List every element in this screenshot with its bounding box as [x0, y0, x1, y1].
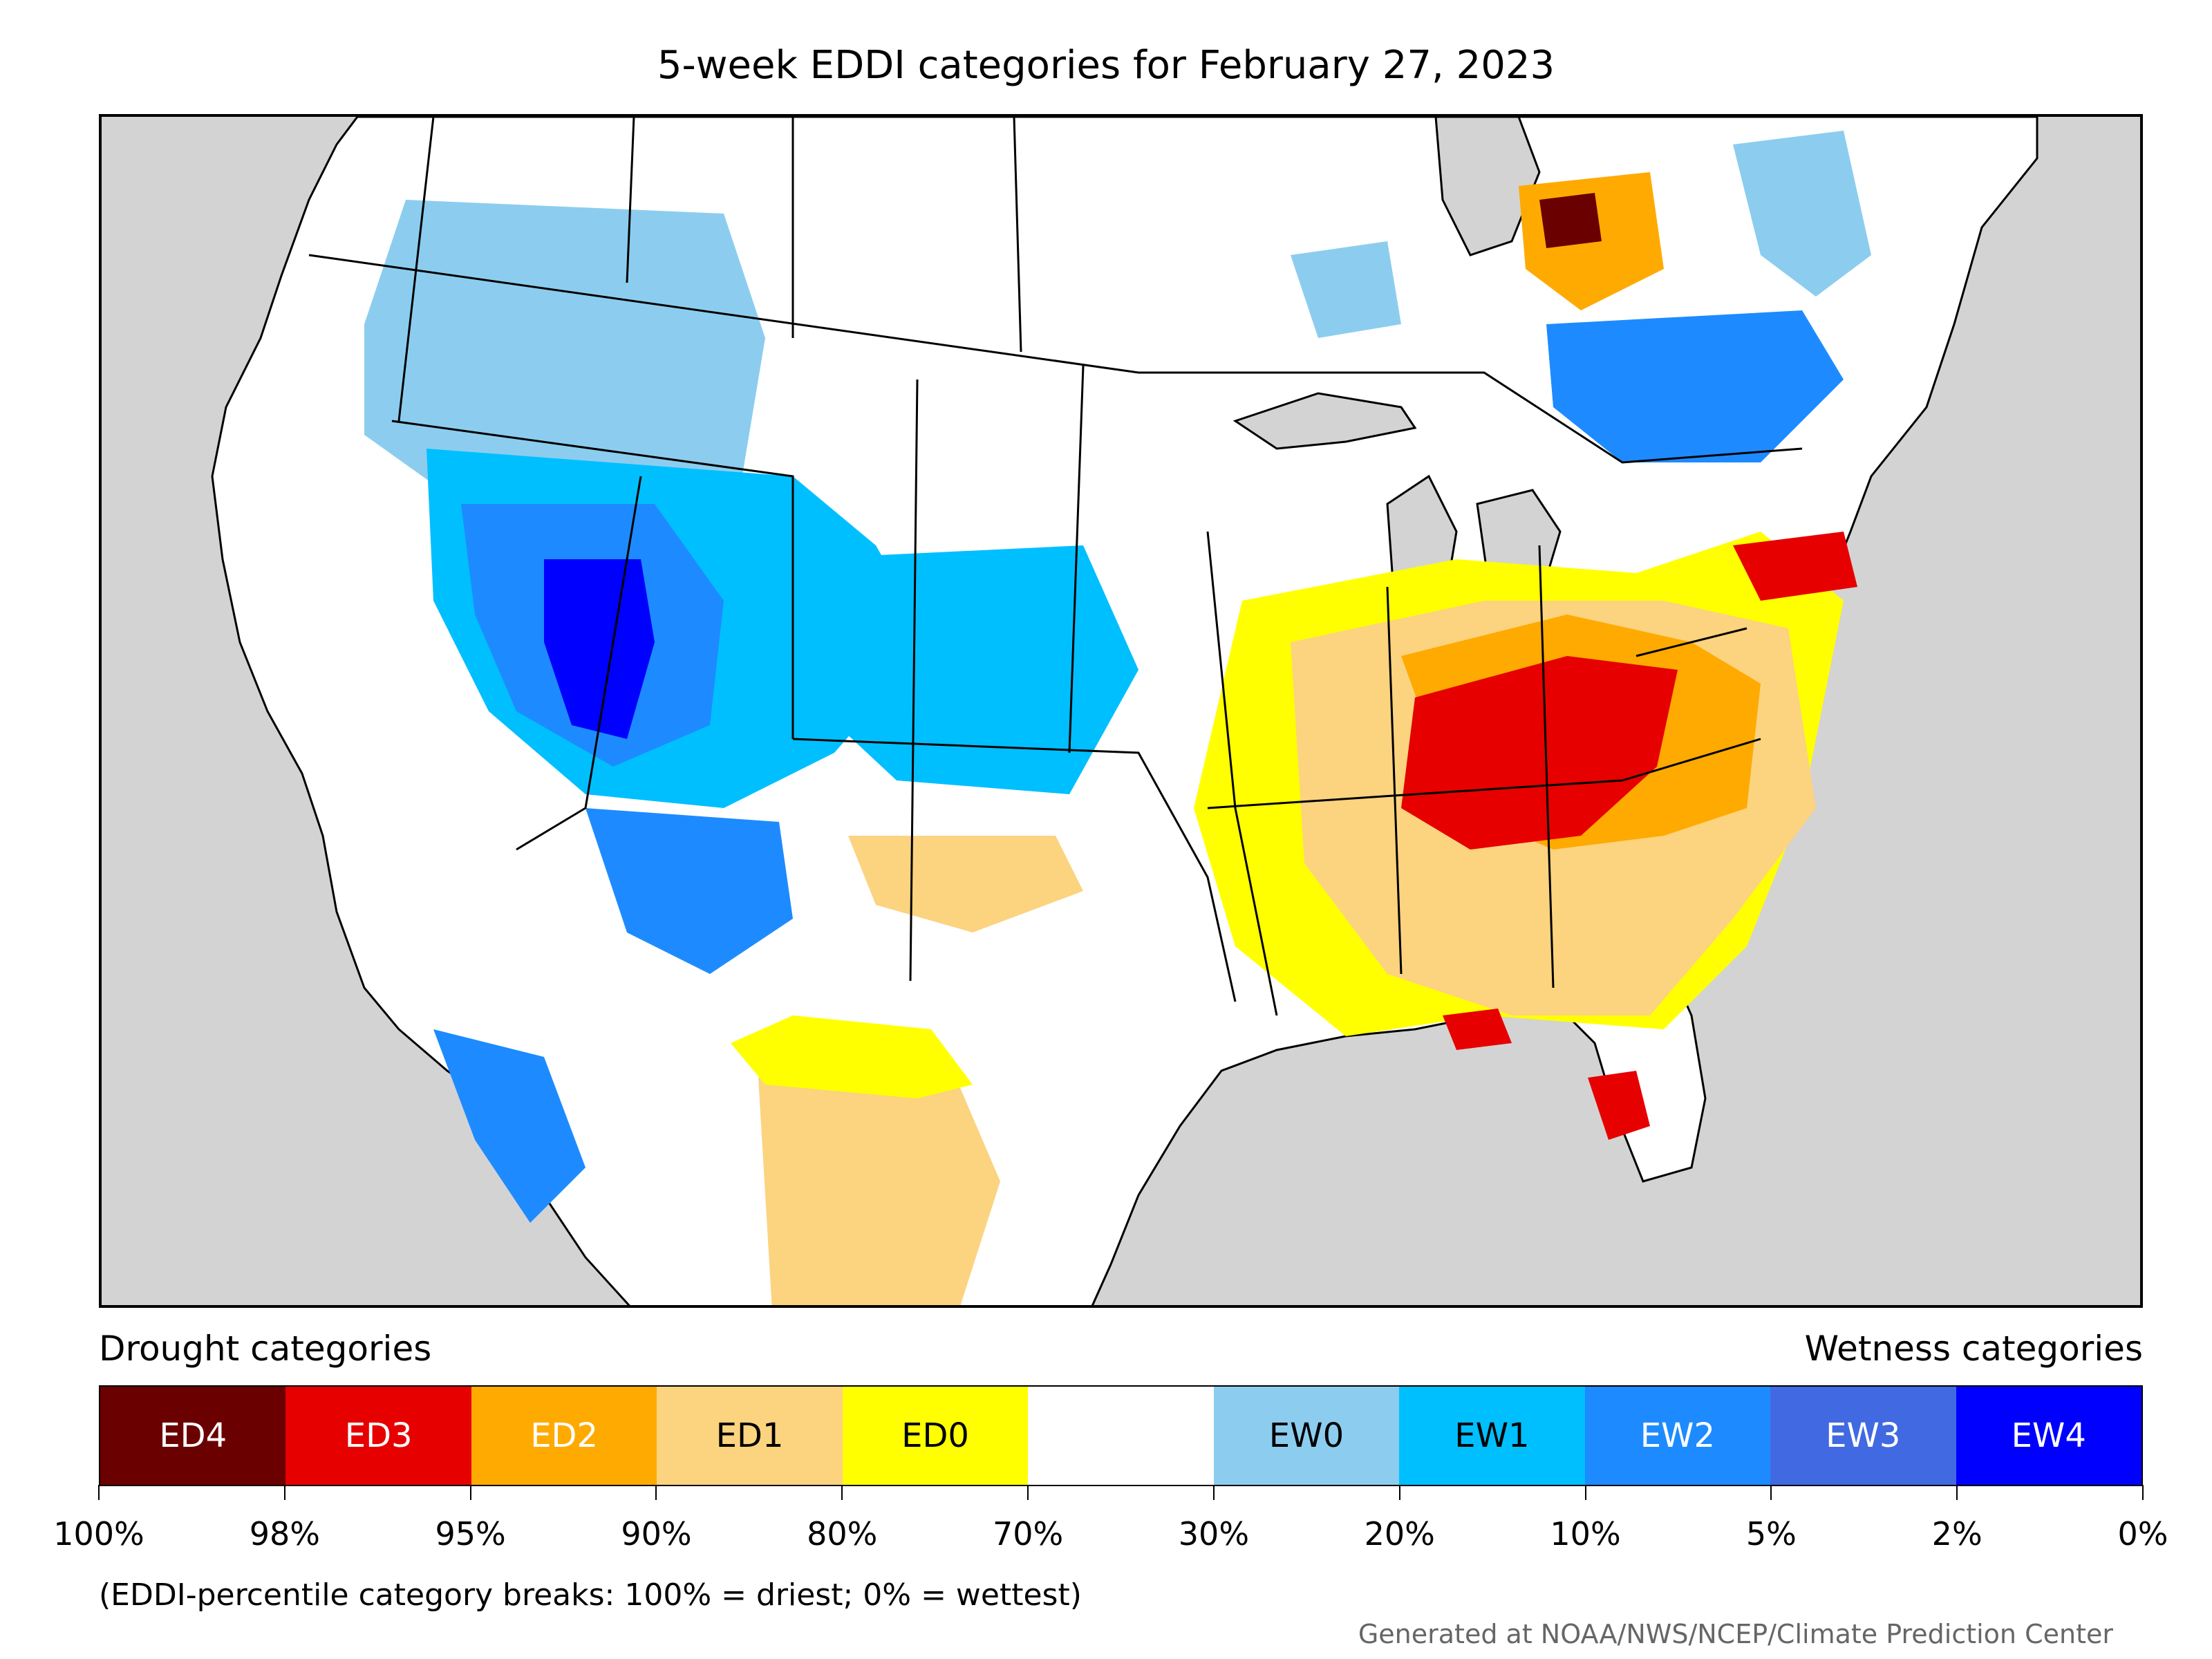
colorbar-tick [98, 1485, 100, 1500]
map-panel [99, 114, 2143, 1308]
colorbar-cell-ew2: EW2 [1584, 1387, 1771, 1485]
drought-ed3-alabama [1443, 1009, 1512, 1050]
colorbar-tick [1770, 1485, 1772, 1500]
colorbar-cell-ed4: ED4 [100, 1387, 286, 1485]
map-title: 5-week EDDI categories for February 27, … [657, 43, 1555, 88]
colorbar-tick [2142, 1485, 2144, 1500]
colorbar-cell-neutral [1028, 1387, 1214, 1485]
political-borders [308, 117, 1803, 1016]
colorbar-tick-label: 98% [249, 1515, 320, 1553]
colorbar-tick-label: 70% [992, 1515, 1064, 1553]
colorbar-tick-label: 2% [1931, 1515, 1983, 1553]
colorbar-tick [1398, 1485, 1400, 1500]
drought-ed0-texas [731, 1015, 973, 1098]
eddi-map [102, 117, 2140, 1305]
colorbar-tick [283, 1485, 285, 1500]
wet-region-ew4 [544, 559, 655, 739]
colorbar-cell-ed0: ED0 [842, 1387, 1029, 1485]
percentile-footnote: (EDDI-percentile category breaks: 100% =… [99, 1577, 1082, 1613]
colorbar-tick-label: 30% [1178, 1515, 1250, 1553]
colorbar-tick [1956, 1485, 1958, 1500]
colorbar-cell-ed1: ED1 [657, 1387, 843, 1485]
wetness-categories-heading: Wetness categories [1804, 1329, 2143, 1369]
wet-region-plains [793, 545, 1138, 794]
colorbar-tick-label: 100% [53, 1515, 144, 1553]
colorbar-cell-ed2: ED2 [471, 1387, 657, 1485]
colorbar-tick-label: 95% [435, 1515, 506, 1553]
colorbar-cell-ew3: EW3 [1770, 1387, 1956, 1485]
colorbar-tick [469, 1485, 471, 1500]
colorbar-tick [1027, 1485, 1029, 1500]
wet-region-southwest [585, 808, 793, 974]
drought-ed3-florida [1588, 1071, 1650, 1140]
colorbar-cell-ew0: EW0 [1213, 1387, 1400, 1485]
drought-ed4-quebec [1539, 193, 1602, 248]
colorbar-tick [655, 1485, 657, 1500]
colorbar-cell-ew1: EW1 [1399, 1387, 1585, 1485]
colorbar-tick [841, 1485, 843, 1500]
wet-region-labrador [1733, 131, 1871, 297]
colorbar-tick [1584, 1485, 1586, 1500]
colorbar-cell-ew4: EW4 [1956, 1387, 2141, 1485]
drought-ed3-ohio-valley [1401, 656, 1678, 850]
wet-region-baja [433, 1029, 585, 1223]
colorbar-tick [1212, 1485, 1215, 1500]
category-colorbar: ED4 ED3 ED2 ED1 ED0 EW0 EW1 EW2 EW3 EW4 [99, 1385, 2143, 1486]
wet-region-quebec [1546, 310, 1844, 462]
hudson-bay [1434, 117, 1541, 256]
drought-ed2-texas [758, 1078, 1000, 1305]
colorbar-tick-label: 5% [1745, 1515, 1797, 1553]
colorbar-tick-label: 10% [1550, 1515, 1621, 1553]
credit-line: Generated at NOAA/NWS/NCEP/Climate Predi… [1358, 1619, 2113, 1649]
colorbar-cell-ed3: ED3 [285, 1387, 471, 1485]
colorbar-tick-label: 80% [807, 1515, 878, 1553]
colorbar-tick-label: 20% [1364, 1515, 1435, 1553]
colorbar-tick-label: 0% [2117, 1515, 2168, 1553]
drought-ed1-oklahoma [848, 836, 1083, 932]
colorbar-tick-label: 90% [621, 1515, 692, 1553]
wet-region-ontario [1291, 241, 1401, 338]
drought-categories-heading: Drought categories [99, 1329, 432, 1369]
drought-ed3-northeast [1733, 532, 1857, 601]
